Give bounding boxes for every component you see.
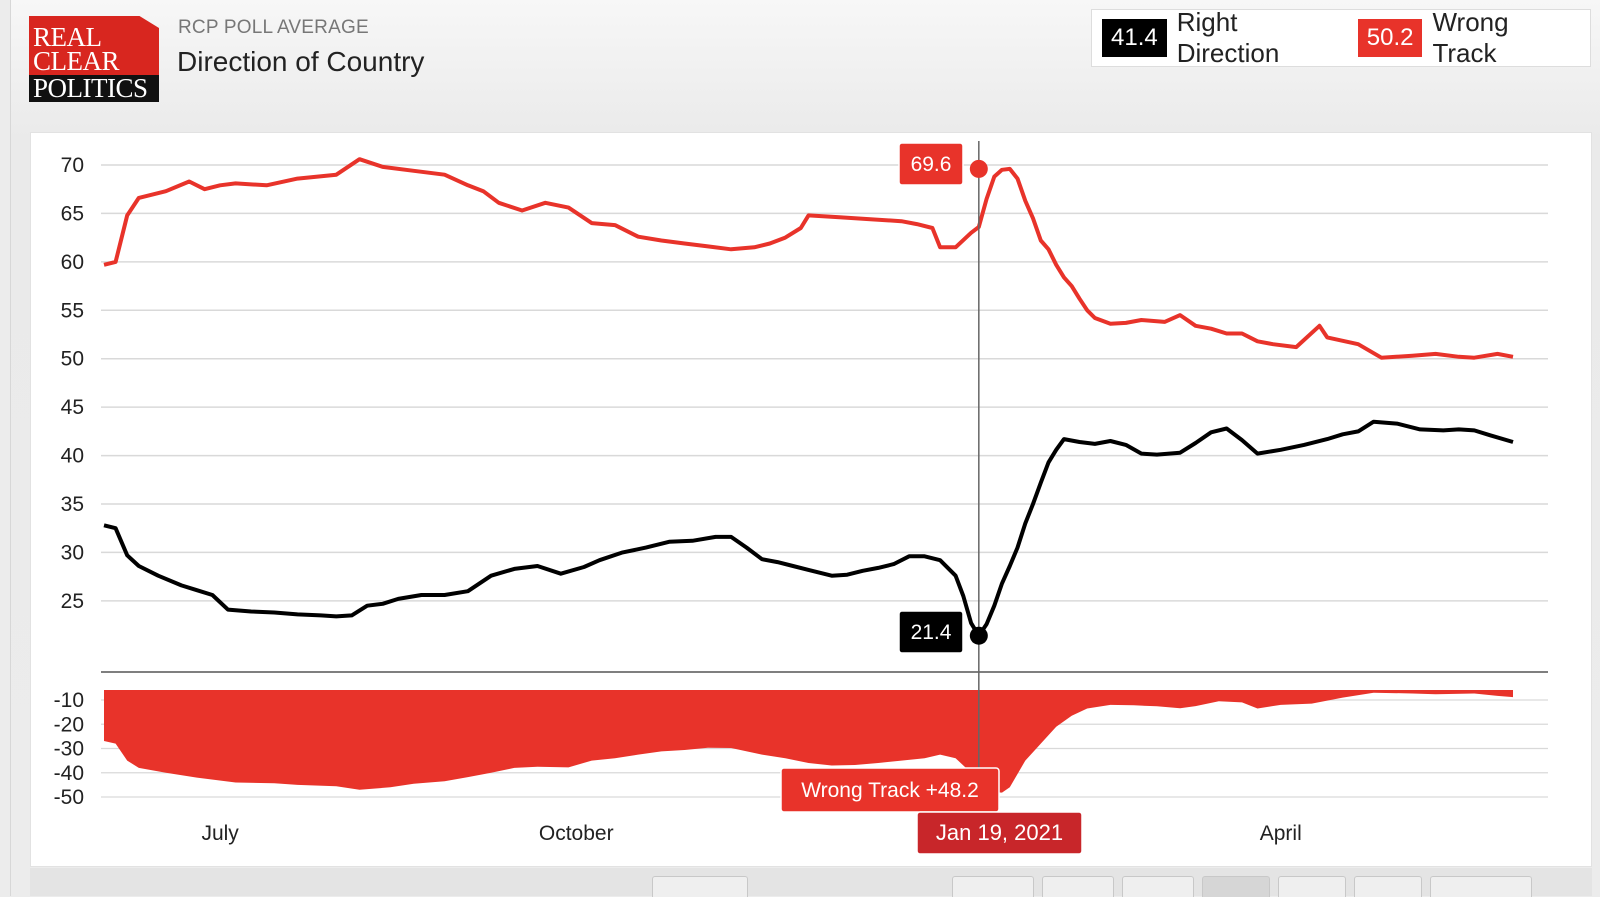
range-button[interactable]: [1278, 876, 1346, 897]
range-button[interactable]: [1042, 876, 1114, 897]
y-tick-label: 45: [61, 396, 84, 419]
legend-wrong-value: 50.2: [1357, 19, 1423, 57]
spread-y-tick-label: -30: [54, 738, 84, 761]
spread-area: [104, 690, 1513, 793]
range-button[interactable]: [1354, 876, 1422, 897]
x-tick-label: April: [1260, 822, 1302, 845]
chart-title: Direction of Country: [177, 46, 425, 77]
wrong-peak-tooltip-box: [898, 142, 964, 186]
range-button[interactable]: [952, 876, 1034, 897]
spread-y-tick-label: -50: [54, 786, 84, 809]
spread-tooltip-box: [780, 767, 1000, 813]
spread-y-tick-label: -20: [54, 713, 84, 736]
range-button[interactable]: [1122, 876, 1194, 897]
logo-line-2: CLEAR: [33, 46, 120, 76]
y-tick-label: 70: [61, 154, 84, 177]
wrong-peak-tooltip-label: 69.6: [911, 153, 952, 176]
y-tick-label: 40: [61, 445, 84, 468]
spread-tooltip-label: Wrong Track +48.2: [801, 779, 979, 802]
spread-y-tick-label: -10: [54, 689, 84, 712]
legend-right-label[interactable]: Right Direction: [1176, 7, 1280, 68]
right-direction-line: [103, 419, 1514, 638]
right-low-tooltip-label: 21.4: [911, 621, 952, 644]
logo-line-1: REAL: [33, 22, 102, 52]
poll-average-kicker: RCP POLL AVERAGE: [178, 17, 369, 38]
date-tooltip-box: [916, 811, 1083, 855]
legend-right-value: 41.4: [1102, 19, 1167, 57]
y-tick-label: 65: [61, 202, 84, 225]
y-tick-label: 25: [61, 590, 84, 613]
range-button[interactable]: [1430, 876, 1532, 897]
date-tooltip-label: Jan 19, 2021: [936, 820, 1063, 845]
rcp-logo[interactable]: REAL CLEAR POLITICS: [29, 16, 159, 102]
x-tick-label: July: [201, 822, 239, 845]
y-tick-label: 30: [61, 541, 84, 564]
legend: 41.4 Right Direction 50.2 Wrong Track: [1091, 7, 1591, 68]
x-tick-label: October: [539, 822, 614, 845]
right-low-tooltip-box: [898, 610, 964, 654]
wrong-track-marker: [969, 159, 988, 178]
logo-line-3: POLITICS: [29, 75, 159, 102]
range-button-active[interactable]: [1202, 876, 1270, 897]
spread-y-tick-label: -40: [54, 762, 84, 785]
right-direction-marker: [969, 626, 988, 645]
y-tick-label: 60: [61, 251, 84, 274]
y-tick-label: 50: [61, 348, 84, 371]
y-tick-label: 55: [61, 299, 84, 322]
wrong-track-line: [103, 157, 1514, 360]
y-tick-label: 35: [61, 493, 84, 516]
legend-wrong-label[interactable]: Wrong Track: [1432, 7, 1509, 68]
range-button[interactable]: [652, 876, 748, 897]
